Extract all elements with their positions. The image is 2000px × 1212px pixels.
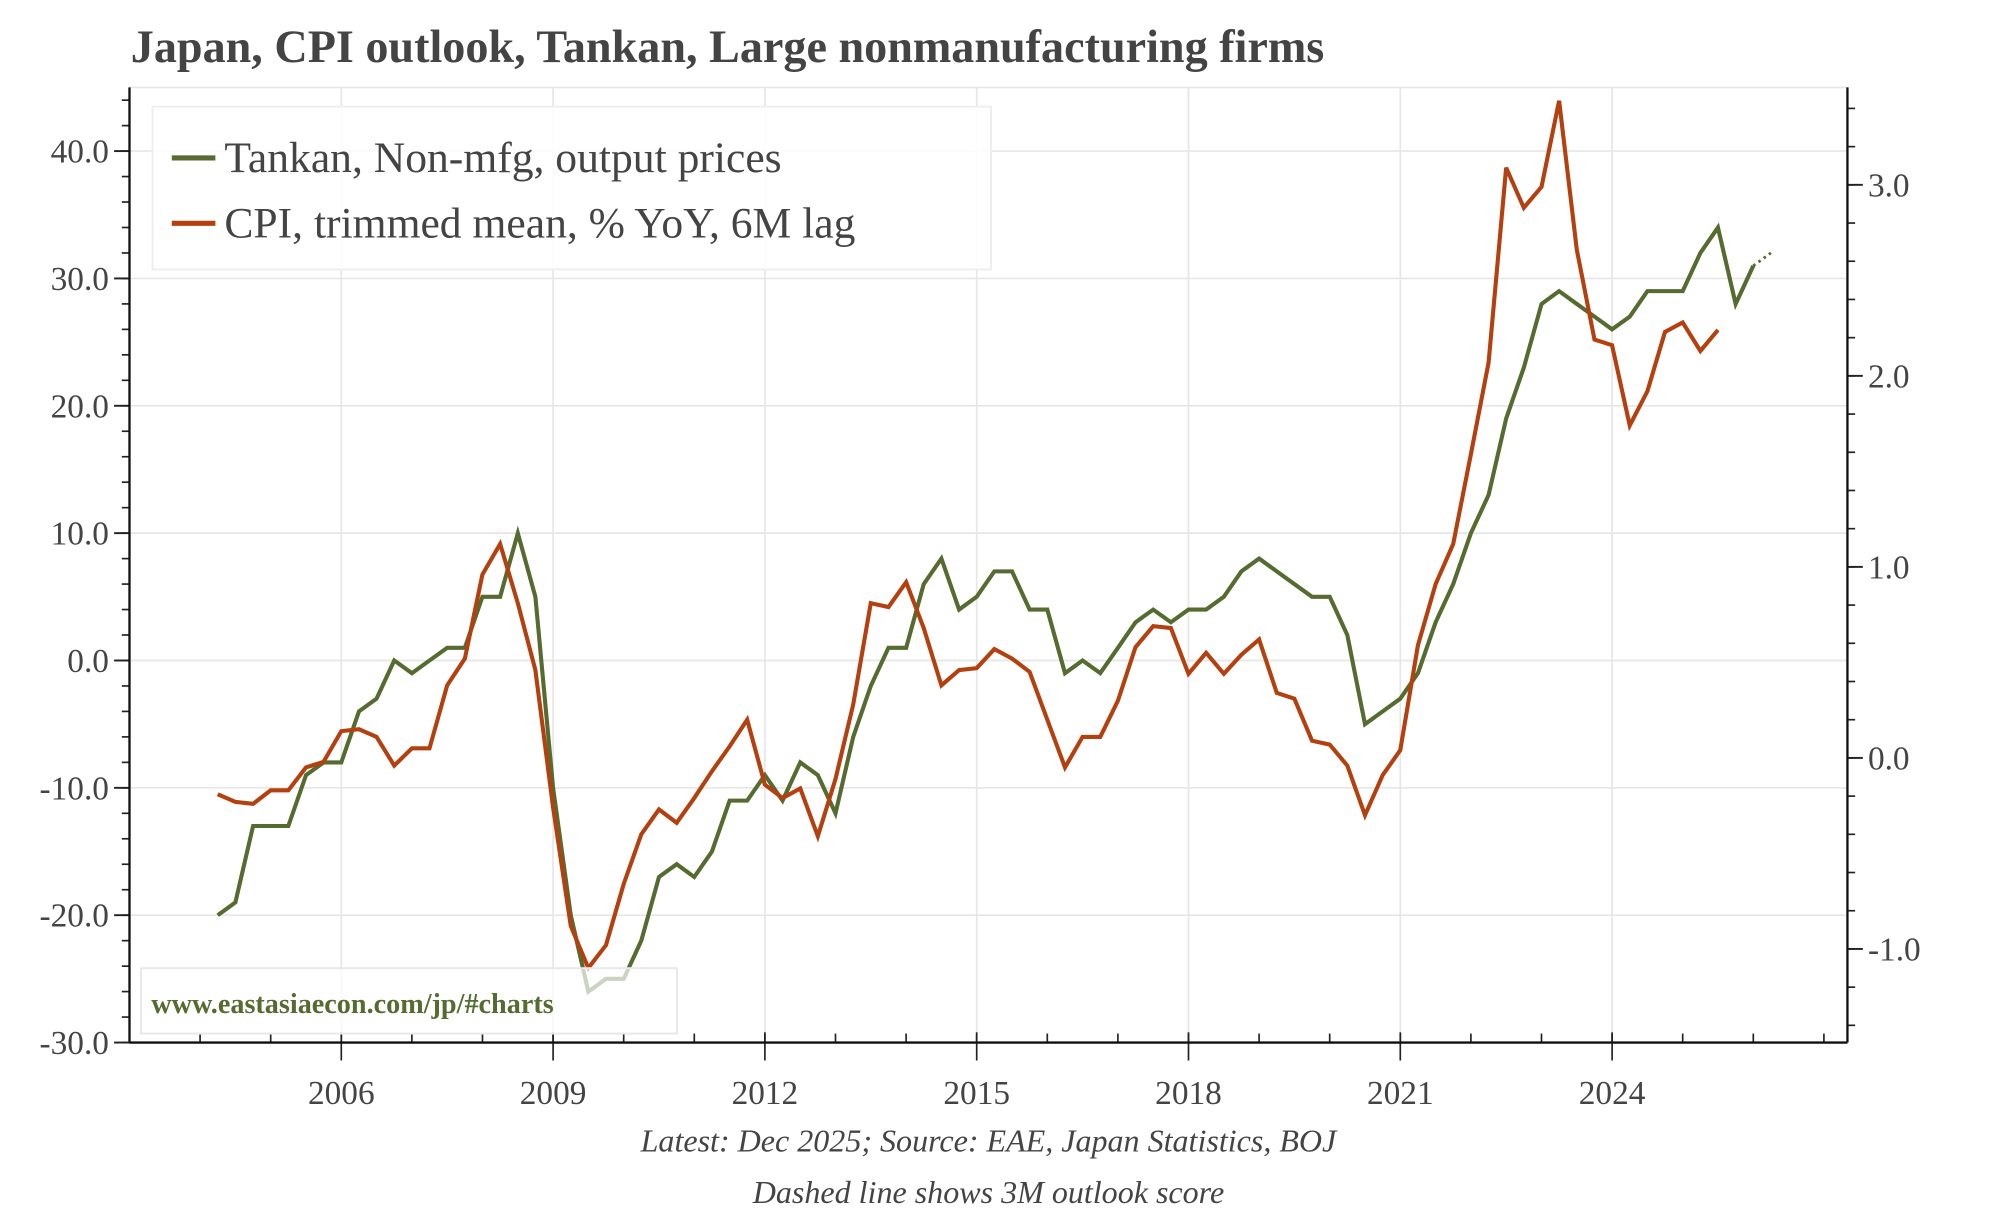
x-tick-label: 2009	[520, 1075, 587, 1112]
legend-box	[151, 105, 992, 271]
x-tick-label: 2024	[1579, 1075, 1646, 1112]
x-tick-label: 2006	[308, 1075, 375, 1112]
y-right-tick-label: 2.0	[1868, 358, 1910, 395]
legend: Tankan, Non-mfg, output prices CPI, trim…	[151, 105, 992, 271]
watermark-text: www.eastasiaecon.com/jp/#charts	[151, 989, 553, 1020]
y-right-tick-label: 3.0	[1868, 167, 1910, 204]
legend-label-tankan: Tankan, Non-mfg, output prices	[224, 134, 781, 182]
y-right-tick-label: -1.0	[1868, 931, 1921, 968]
y-left-tick-label: 40.0	[51, 134, 109, 171]
y-right-tick-label: 0.0	[1868, 740, 1910, 777]
watermark-box	[140, 967, 678, 1035]
y-left-tick-label: 10.0	[51, 516, 109, 553]
axes: 2006 2009 2012 2015 2018 2021 2024 -30.0 -20.0 -1…	[40, 87, 1921, 1112]
footnote-outlook: Dashed line shows 3M outlook score	[752, 1174, 1224, 1210]
cpi-line	[216, 100, 1720, 973]
y-right-tick-label: 1.0	[1868, 549, 1910, 586]
x-tick-label: 2018	[1155, 1075, 1222, 1112]
x-tick-label: 2015	[943, 1075, 1010, 1112]
y-left-tick-label: 0.0	[67, 643, 109, 680]
footnote-source: Latest: Dec 2025; Source: EAE, Japan Sta…	[640, 1123, 1338, 1159]
tankan-line	[216, 222, 1756, 996]
tankan-outlook-line	[1752, 251, 1772, 267]
y-left-tick-label: 30.0	[51, 261, 109, 298]
y-left-tick-label: -20.0	[40, 898, 109, 935]
legend-label-cpi: CPI, trimmed mean, % YoY, 6M lag	[224, 199, 855, 247]
y-left-tick-label: -30.0	[40, 1025, 109, 1062]
grid	[129, 86, 1848, 1044]
series-lines	[216, 100, 1772, 996]
x-tick-label: 2021	[1367, 1075, 1434, 1112]
watermark: www.eastasiaecon.com/jp/#charts	[140, 967, 678, 1035]
y-left-tick-label: 20.0	[51, 388, 109, 425]
x-tick-label: 2012	[732, 1075, 799, 1112]
chart-title: Japan, CPI outlook, Tankan, Large nonman…	[131, 21, 1324, 72]
y-left-tick-label: -10.0	[40, 770, 109, 807]
